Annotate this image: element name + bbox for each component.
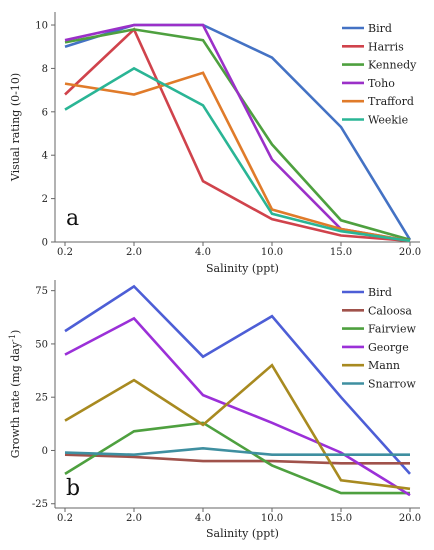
series-line-george xyxy=(64,316,411,497)
x-axis-title: Salinity (ppt) xyxy=(206,262,279,275)
x-tick-label: 4.0 xyxy=(195,513,211,524)
legend-label-toho: Toho xyxy=(368,77,395,90)
x-tick-label: 10.0 xyxy=(261,513,283,524)
y-tick-label: 10 xyxy=(35,21,48,32)
panel-b-chart: -25 0 25 50 75 0.2 2.0 4.0 10.0 15.0 20.0 Salinity … xyxy=(8,280,421,540)
panel-a-chart: 0 2 4 6 8 10 0.2 2.0 4.0 10.0 15.0 20.0 Salinity (pp… xyxy=(9,12,421,275)
legend-label-george: George xyxy=(368,341,409,354)
x-tick-label: 10.0 xyxy=(261,247,283,258)
legend-label-bird: Bird xyxy=(368,286,392,299)
x-tick-label: 0.2 xyxy=(57,513,73,524)
x-tick-label: 0.2 xyxy=(57,247,73,258)
y-tick-label: 0 xyxy=(42,446,48,457)
y-tick-label: 2 xyxy=(42,194,48,205)
y-tick-label: 4 xyxy=(42,151,48,162)
x-tick-label: 20.0 xyxy=(399,247,421,258)
legend-label-trafford: Trafford xyxy=(368,95,414,108)
y-tick-label: 8 xyxy=(42,64,48,75)
series-line-snarrow xyxy=(64,446,410,457)
x-tick-label: 20.0 xyxy=(399,513,421,524)
legend-label-bird: Bird xyxy=(368,22,392,35)
series-line-caloosa xyxy=(64,453,410,465)
legend-label-snarrow: Snarrow xyxy=(368,378,416,391)
series-line-mann xyxy=(64,363,411,491)
x-tick-label: 15.0 xyxy=(330,513,352,524)
series-line-bird xyxy=(64,23,412,241)
legend-label-caloosa: Caloosa xyxy=(368,304,412,317)
legend-label-kennedy: Kennedy xyxy=(368,59,417,72)
legend-label-weekie: Weekie xyxy=(368,114,408,127)
y-tick-label: 25 xyxy=(35,393,48,404)
legend-label-fairview: Fairview xyxy=(368,323,416,336)
y-tick-label: -25 xyxy=(32,499,48,510)
y-tick-label: 0 xyxy=(42,238,48,249)
panel-label: b xyxy=(66,476,80,501)
legend-label-harris: Harris xyxy=(368,40,404,53)
y-axis-title-suffix: ) xyxy=(9,330,22,334)
series-line-toho xyxy=(64,23,411,243)
x-axis-title: Salinity (ppt) xyxy=(206,527,279,540)
series-line-weekie xyxy=(64,66,411,243)
y-tick-label: 50 xyxy=(35,339,48,350)
legend-label-mann: Mann xyxy=(368,359,400,372)
series-line-kennedy xyxy=(64,28,411,242)
y-axis-title: Visual rating (0-10) xyxy=(9,73,22,182)
x-tick-label: 2.0 xyxy=(126,247,142,258)
x-tick-label: 15.0 xyxy=(330,247,352,258)
panel-label: a xyxy=(66,206,79,231)
series-line-trafford xyxy=(64,71,411,243)
y-axis-title-superscript: -1 xyxy=(8,334,17,342)
series-line-bird xyxy=(64,284,411,475)
y-tick-label: 75 xyxy=(35,286,48,297)
series-line-fairview xyxy=(64,421,410,495)
x-tick-label: 2.0 xyxy=(126,513,142,524)
y-tick-label: 6 xyxy=(42,107,48,118)
x-tick-label: 4.0 xyxy=(195,247,211,258)
y-axis-title: Growth rate (mg day-1) xyxy=(8,330,23,459)
series-line-harris xyxy=(64,27,411,243)
